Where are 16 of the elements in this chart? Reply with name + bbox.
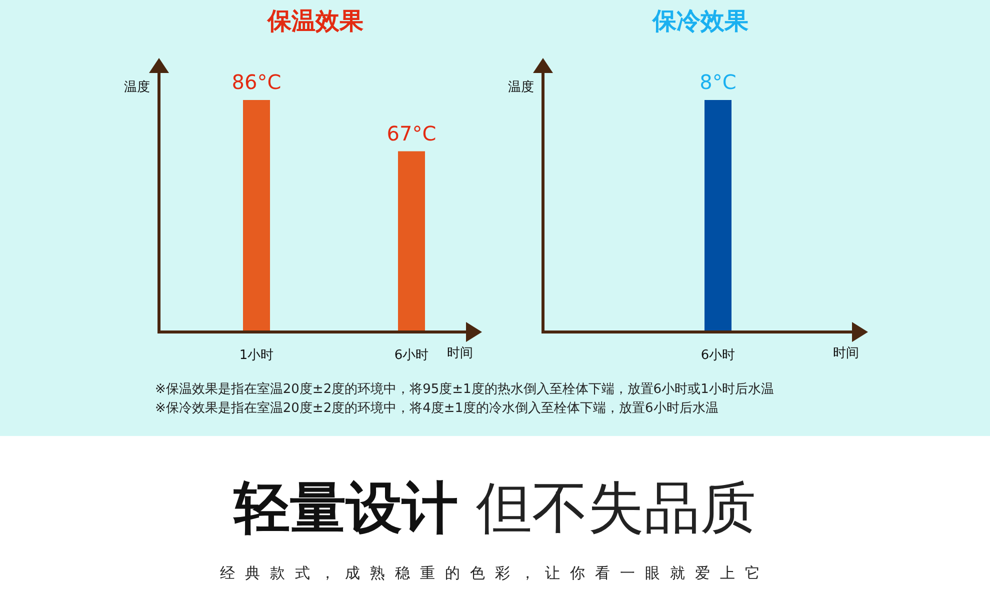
text: ※保温效果是指在室温20度±2度的环境中，将95度±1度的热水倒入至栓体下端，放置6小时或1小时后水温	[155, 381, 774, 397]
text: 轻量设计 但不失品质	[232, 476, 756, 541]
text: 经典款式，成熟稳重的色彩，让你看一眼就爱上它	[220, 564, 770, 582]
data-label: 67°C	[386, 121, 436, 146]
y-axis-title: 温度	[508, 79, 534, 95]
x-tick-label: 6小时	[700, 348, 736, 363]
x-axis-title: 时间	[447, 346, 473, 361]
chart-title: 保温效果	[266, 7, 364, 35]
x-tick-label: 6小时	[394, 348, 429, 363]
text: ※保冷效果是指在室温20度±2度的环境中，将4度±1度的冷水倒入至栓体下端，放置6小时后水温	[155, 400, 718, 416]
x-axis-title: 时间	[833, 346, 859, 361]
chart-title: 保冷效果	[652, 7, 748, 35]
x-tick-label: 1小时	[239, 348, 274, 363]
y-axis-title: 温度	[124, 79, 150, 95]
data-label: 8°C	[700, 70, 736, 94]
data-label: 86°C	[232, 70, 282, 94]
